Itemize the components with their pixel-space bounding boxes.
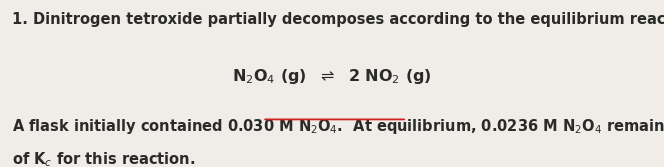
Text: of K$_c$ for this reaction.: of K$_c$ for this reaction.	[12, 150, 195, 167]
Text: N$_2$O$_4$ (g)  $\rightleftharpoons$  2 NO$_2$ (g): N$_2$O$_4$ (g) $\rightleftharpoons$ 2 NO…	[232, 67, 432, 86]
Text: 1. Dinitrogen tetroxide partially decomposes according to the equilibrium reacti: 1. Dinitrogen tetroxide partially decomp…	[12, 12, 664, 27]
Text: A flask initially contained 0.030 M N$_2$O$_4$.  At equilibrium, 0.0236 M N$_2$O: A flask initially contained 0.030 M N$_2…	[12, 117, 664, 136]
